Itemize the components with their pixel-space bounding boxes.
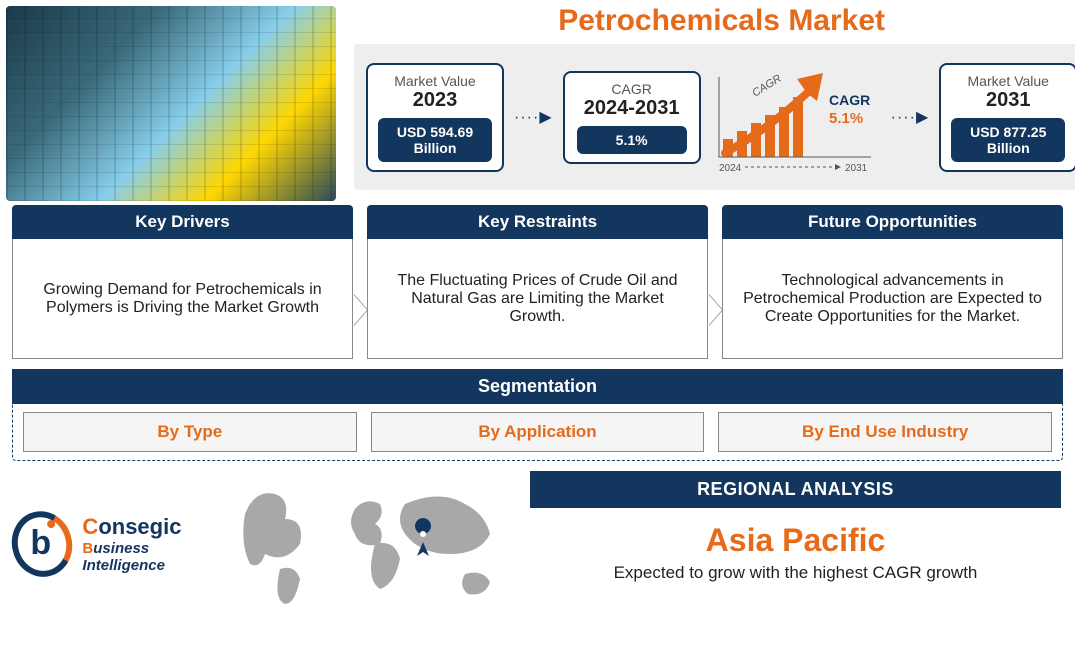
svg-text:CAGR: CAGR: [829, 92, 870, 108]
logo-line2-accent: B: [82, 540, 93, 557]
driver-card: Key DriversGrowing Demand for Petrochemi…: [12, 205, 353, 359]
driver-card: Key RestraintsThe Fluctuating Prices of …: [367, 205, 708, 359]
metrics-band: Market Value 2023 USD 594.69 Billion ···…: [354, 44, 1075, 190]
segmentation-panel: Segmentation By Type By Application By End…: [12, 369, 1063, 461]
segmentation-item: By Application: [371, 412, 705, 452]
metric-year: 2023: [413, 89, 458, 112]
logo-mark-icon: [4, 504, 79, 583]
metric-label: Market Value: [394, 73, 475, 89]
metric-card-2023: Market Value 2023 USD 594.69 Billion: [366, 63, 504, 172]
page-title: Petrochemicals Market: [354, 4, 1075, 38]
svg-text:CAGR: CAGR: [750, 72, 783, 99]
metric-year: 2024-2031: [584, 97, 680, 120]
svg-text:5.1%: 5.1%: [829, 110, 863, 127]
cagr-growth-chart: CAGR CAGR 5.1% 2024 2031: [711, 57, 881, 177]
segmentation-item: By Type: [23, 412, 357, 452]
driver-body: The Fluctuating Prices of Crude Oil and …: [367, 239, 708, 359]
chevron-right-icon: [353, 294, 367, 326]
driver-heading: Key Drivers: [12, 205, 353, 239]
metric-label: Market Value: [968, 73, 1049, 89]
metric-label: CAGR: [611, 81, 651, 97]
metric-value: 5.1%: [577, 126, 687, 154]
cagr-bar-arrow-icon: CAGR CAGR 5.1% 2024 2031: [711, 57, 881, 177]
drivers-row: Key DriversGrowing Demand for Petrochemi…: [0, 195, 1075, 359]
logo-line2-rest: usiness Intelligence: [82, 540, 165, 574]
driver-card: Future OpportunitiesTechnological advanc…: [722, 205, 1063, 359]
logo-text: Consegic Business Intelligence: [82, 514, 220, 574]
region-subtitle: Expected to grow with the highest CAGR g…: [530, 563, 1061, 583]
logo-line1-rest: onsegic: [98, 514, 181, 539]
svg-text:2024: 2024: [719, 163, 742, 174]
svg-text:2031: 2031: [845, 163, 868, 174]
bottom-row: Consegic Business Intelligence REGIONAL …: [0, 471, 1075, 616]
world-map: [220, 471, 530, 616]
title-and-metrics: Petrochemicals Market Market Value 2023 …: [344, 0, 1075, 195]
metric-card-cagr: CAGR 2024-2031 5.1%: [563, 71, 701, 164]
driver-heading: Future Opportunities: [722, 205, 1063, 239]
driver-body: Growing Demand for Petrochemicals in Pol…: [12, 239, 353, 359]
metric-card-2031: Market Value 2031 USD 877.25 Billion: [939, 63, 1075, 172]
company-logo: Consegic Business Intelligence: [0, 471, 220, 616]
world-map-icon: [225, 474, 525, 614]
segmentation-items: By Type By Application By End Use Industry: [13, 412, 1062, 452]
regional-heading: REGIONAL ANALYSIS: [530, 471, 1061, 508]
hero-industrial-image: [6, 6, 336, 201]
connector-arrow-icon: ····▶: [891, 107, 930, 127]
metric-value: USD 594.69 Billion: [378, 118, 492, 162]
chevron-right-icon: [708, 294, 722, 326]
segmentation-item: By End Use Industry: [718, 412, 1052, 452]
connector-arrow-icon: ····▶: [514, 107, 553, 127]
metric-year: 2031: [986, 89, 1031, 112]
driver-body: Technological advancements in Petrochemi…: [722, 239, 1063, 359]
regional-analysis: REGIONAL ANALYSIS Asia Pacific Expected …: [530, 471, 1075, 616]
driver-heading: Key Restraints: [367, 205, 708, 239]
top-row: Petrochemicals Market Market Value 2023 …: [0, 0, 1075, 195]
logo-line1-accent: C: [82, 514, 98, 539]
region-name: Asia Pacific: [530, 522, 1061, 559]
metric-value: USD 877.25 Billion: [951, 118, 1065, 162]
segmentation-heading: Segmentation: [12, 369, 1063, 404]
